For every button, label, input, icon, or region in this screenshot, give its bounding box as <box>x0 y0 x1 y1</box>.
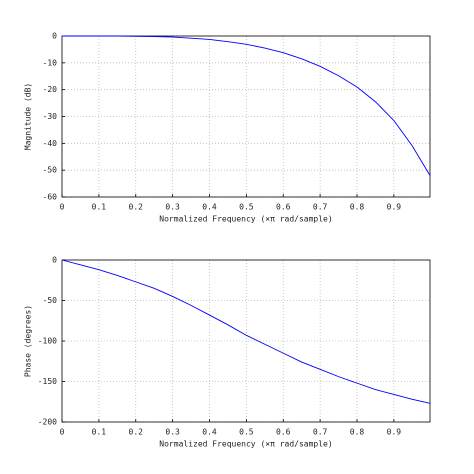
y-tick-label: -200 <box>38 418 57 427</box>
y-axis-label: Phase (degrees) <box>24 305 33 377</box>
x-tick-label: 0.6 <box>276 428 291 437</box>
y-tick-label: -30 <box>43 112 58 121</box>
y-tick-label: -100 <box>38 337 57 346</box>
x-tick-label: 0.3 <box>165 203 180 212</box>
y-tick-label: -10 <box>43 58 58 67</box>
y-tick-label: 0 <box>52 32 57 41</box>
x-tick-label: 0.2 <box>129 203 144 212</box>
y-tick-label: -150 <box>38 377 57 386</box>
x-tick-label: 0.1 <box>92 428 107 437</box>
x-tick-label: 0.5 <box>239 428 254 437</box>
x-tick-label: 0.4 <box>202 203 217 212</box>
axes-box <box>61 259 431 423</box>
x-axis-label: Normalized Frequency (×π rad/sample) <box>159 215 332 224</box>
x-tick-label: 0.7 <box>313 428 328 437</box>
y-tick-label: 0 <box>52 256 57 265</box>
y-tick-label: -50 <box>43 166 58 175</box>
data-line <box>61 259 431 404</box>
x-tick-label: 0 <box>60 203 65 212</box>
x-tick-label: 0.1 <box>92 203 107 212</box>
x-tick-label: 0.5 <box>239 203 254 212</box>
y-tick-label: -40 <box>43 139 58 148</box>
x-tick-label: 0.6 <box>276 203 291 212</box>
x-tick-label: 0.8 <box>350 428 365 437</box>
x-tick-label: 0.3 <box>165 428 180 437</box>
y-tick-label: -20 <box>43 85 58 94</box>
x-tick-label: 0.8 <box>350 203 365 212</box>
axes-box <box>61 35 431 198</box>
y-tick-label: -50 <box>43 296 58 305</box>
x-tick-label: 0.4 <box>202 428 217 437</box>
x-tick-label: 0.7 <box>313 203 328 212</box>
y-tick-label: -60 <box>43 193 58 202</box>
x-tick-label: 0.9 <box>387 203 402 212</box>
x-tick-label: 0 <box>60 428 65 437</box>
y-axis-label: Magnitude (dB) <box>24 83 33 150</box>
x-tick-label: 0.9 <box>387 428 402 437</box>
x-tick-label: 0.2 <box>129 428 144 437</box>
x-axis-label: Normalized Frequency (×π rad/sample) <box>159 440 332 449</box>
data-line <box>62 35 431 176</box>
